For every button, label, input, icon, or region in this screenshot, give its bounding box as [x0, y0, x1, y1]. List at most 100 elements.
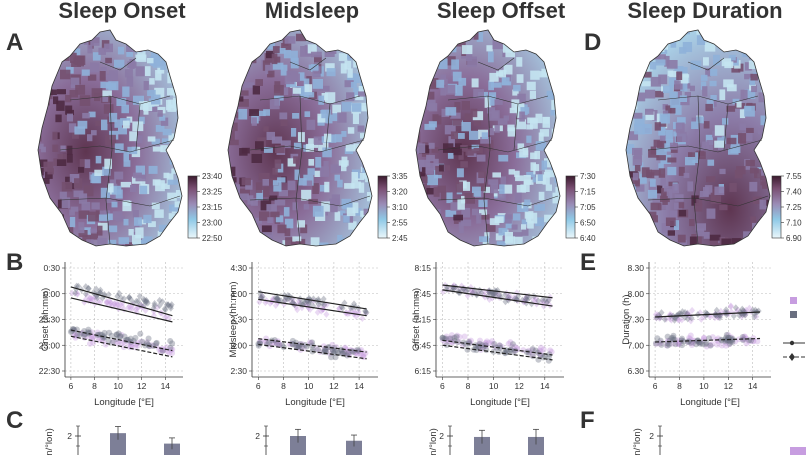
scatter-point	[351, 300, 358, 308]
scatter-point	[103, 299, 110, 307]
scatter-point	[743, 306, 750, 314]
scatter-point	[657, 339, 664, 346]
colorbar-2: 3:35 3:20 3:10 2:55 2:45	[377, 172, 408, 243]
scatter-point	[726, 341, 733, 348]
scatter-point	[343, 346, 350, 353]
scatter-point	[489, 294, 496, 302]
scatter-point	[126, 294, 133, 302]
scatter-point	[344, 352, 351, 359]
scatter-point	[729, 337, 736, 344]
colorbar-tick-label: 7:30	[580, 172, 596, 181]
scatter-point	[109, 339, 116, 346]
colorbar-tick-label: 7:05	[580, 203, 596, 212]
scatter-point	[90, 295, 97, 303]
scatter-point	[722, 336, 729, 343]
scatter-point	[544, 297, 551, 305]
bar-panel-3: 2n/°lon)	[428, 425, 544, 455]
scatter-point	[539, 296, 546, 304]
scatter-point	[343, 309, 350, 317]
x-tick-label: 14	[748, 381, 758, 391]
scatter-point	[92, 294, 99, 302]
scatter-point	[675, 341, 682, 348]
scatter-point	[359, 315, 366, 323]
scatter-point	[506, 292, 513, 300]
scatter-point	[482, 340, 489, 347]
scatter-point	[97, 298, 104, 306]
scatter-point	[273, 295, 280, 303]
scatter-point	[125, 303, 132, 311]
scatter-point	[118, 340, 125, 347]
bar	[528, 436, 544, 455]
regression-line	[258, 343, 367, 360]
scatter-point	[511, 343, 518, 350]
scatter-point	[136, 292, 143, 300]
scatter-point	[339, 350, 346, 357]
scatter-point	[469, 288, 476, 296]
scatter-point	[339, 304, 346, 312]
scatter-point	[496, 342, 503, 349]
scatter-point	[449, 283, 456, 291]
scatter-point	[79, 330, 86, 337]
scatter-point	[274, 340, 281, 347]
scatter-point	[293, 343, 300, 350]
scatter-point	[489, 340, 496, 347]
scatter-point	[443, 342, 450, 349]
scatter-point	[95, 331, 102, 338]
x-tick-label: 10	[113, 381, 123, 391]
scatter-point	[115, 330, 122, 337]
scatter-point	[86, 340, 93, 347]
scatter-point	[166, 349, 173, 356]
scatter-point	[448, 332, 455, 339]
scatter-point	[266, 339, 273, 346]
scatter-point	[467, 337, 474, 344]
scatter-point	[492, 290, 499, 298]
scatter-point	[304, 296, 311, 304]
regression-line	[442, 284, 553, 299]
scatter-point	[168, 301, 175, 309]
scatter-point	[127, 295, 134, 303]
scatter-point	[675, 311, 682, 319]
scatter-point	[84, 292, 91, 300]
scatter-point	[448, 339, 455, 346]
scatter-point	[709, 334, 716, 341]
scatter-point	[496, 291, 503, 299]
scatter-point	[728, 334, 735, 341]
scatter-point	[86, 294, 93, 302]
scatter-point	[151, 302, 158, 310]
scatter-point	[724, 337, 731, 344]
scatter-point	[688, 342, 695, 349]
scatter-point	[652, 340, 659, 347]
scatter-point	[273, 340, 280, 347]
scatter-point	[486, 296, 493, 304]
scatter-point	[94, 329, 101, 336]
scatter-point	[745, 338, 752, 345]
scatter-point	[716, 314, 723, 322]
x-tick-label: 8	[92, 381, 97, 391]
scatter-point	[167, 304, 174, 312]
scatter-point	[132, 344, 139, 351]
scatter-point	[68, 328, 75, 335]
scatter-point	[85, 284, 92, 292]
y-tick-label: 3:00	[230, 340, 247, 350]
scatter-point	[309, 345, 316, 352]
x-tick-label: 12	[724, 381, 734, 391]
y-tick-label: 0:00	[43, 289, 60, 299]
scatter-point	[523, 295, 530, 303]
scatter-point	[153, 339, 160, 346]
bar-y-axis-label: n/°lon)	[632, 428, 643, 455]
scatter-point	[116, 333, 123, 340]
scatter-point	[342, 350, 349, 357]
scatter-point	[462, 287, 469, 295]
scatter-point	[322, 346, 329, 353]
scatter-point	[652, 311, 659, 319]
scatter-point	[105, 337, 112, 344]
scatter-point	[294, 306, 301, 314]
x-tick-label: 12	[514, 381, 524, 391]
scatter-point	[360, 351, 367, 358]
scatter-point	[724, 337, 731, 344]
bar-y-axis-label: n/°lon)	[44, 428, 55, 455]
scatter-point	[466, 338, 473, 345]
scatter-point	[275, 341, 282, 348]
scatter-point	[449, 335, 456, 342]
scatter-point	[324, 344, 331, 351]
